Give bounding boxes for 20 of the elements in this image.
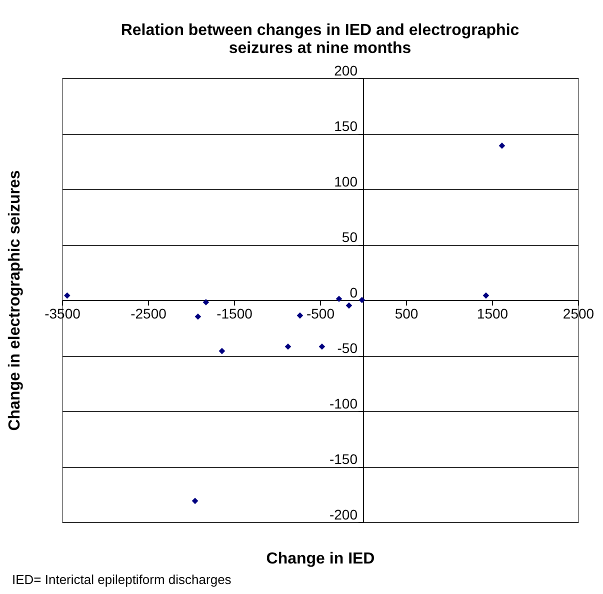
y-tick-label: 100 [334, 174, 358, 190]
x-tick-label: -3500 [44, 306, 81, 322]
x-tick-label: -2500 [130, 306, 167, 322]
y-tick-label: -50 [337, 340, 358, 356]
x-tick-label: 2500 [562, 306, 594, 322]
x-axis-title: Change in IED [266, 550, 375, 568]
y-tick-label: 0 [350, 284, 358, 300]
x-tick-label: 500 [394, 306, 418, 322]
x-tick-label: -1500 [216, 306, 253, 322]
x-tick-label: -500 [306, 306, 335, 322]
y-tick-label: 200 [334, 62, 358, 78]
y-axis-title: Change in electrographic seizures [6, 170, 24, 431]
x-tick-label: 1500 [476, 306, 508, 322]
y-tick-label: -150 [329, 451, 358, 467]
y-tick-label: -200 [329, 506, 358, 522]
y-tick-label: 150 [334, 118, 358, 134]
chart-title: Relation between changes in IED and electrographic seizures at nine months [120, 22, 520, 57]
text: IED= Interictal epileptiform discharges [12, 572, 232, 587]
y-tick-label: -100 [329, 396, 358, 412]
y-tick-label: 50 [342, 229, 358, 245]
